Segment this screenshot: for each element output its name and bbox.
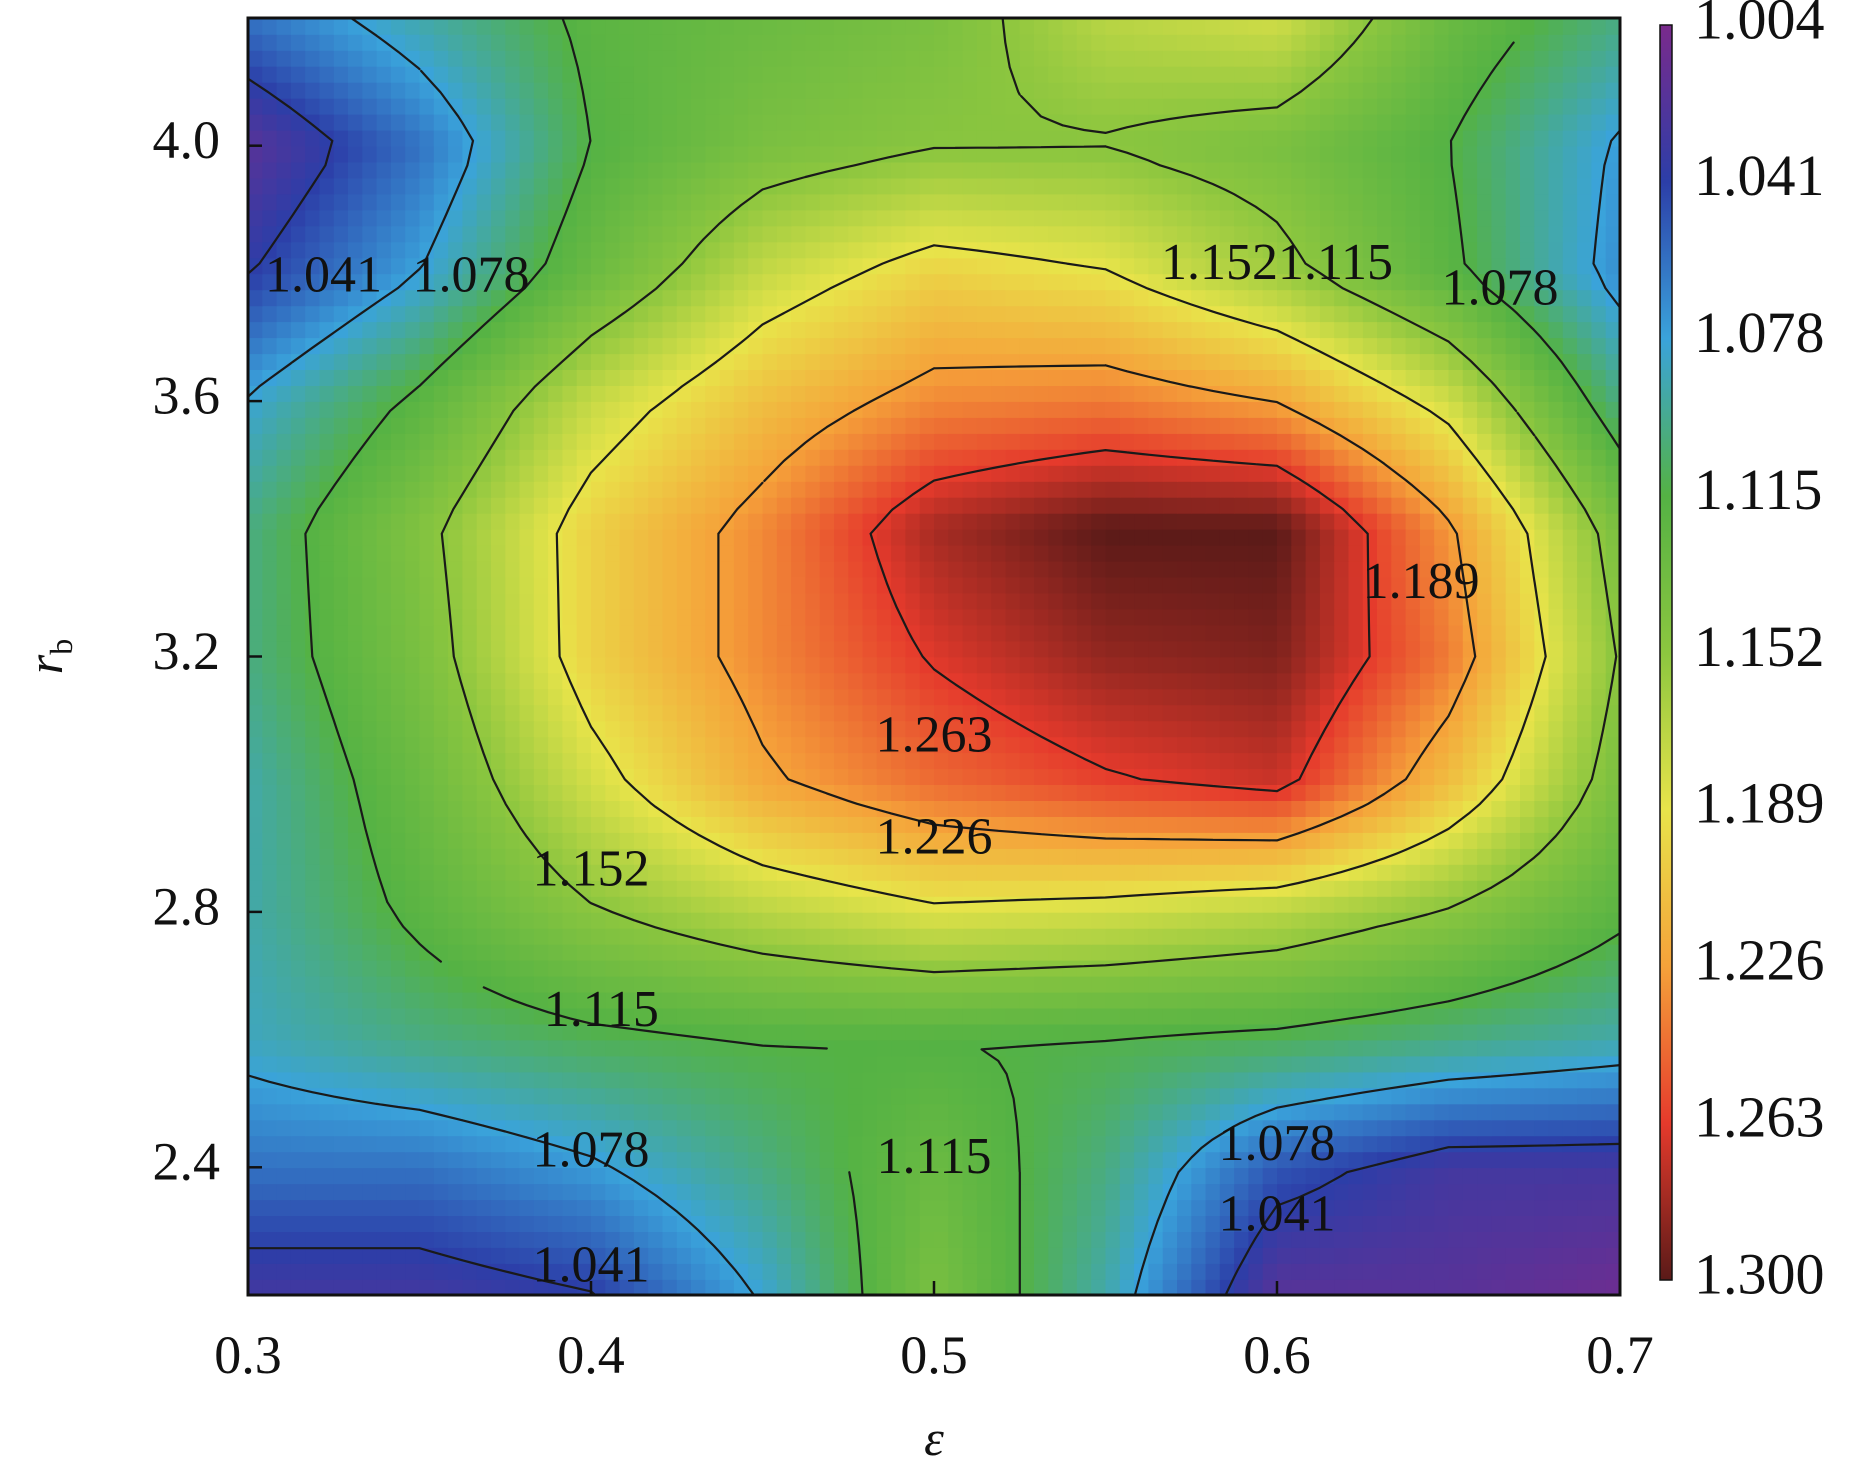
x-tick-label: 0.7 (1586, 1325, 1654, 1385)
x-tick-label: 0.3 (214, 1325, 282, 1385)
x-axis-label: ε (924, 1410, 944, 1462)
colorbar-tick-label: 1.078 (1694, 300, 1825, 365)
contour-label: 1.263 (876, 706, 993, 763)
colorbar-tick-label: 1.226 (1694, 928, 1825, 993)
contour-label: 1.078 (413, 247, 530, 304)
x-tick-label: 0.6 (1243, 1325, 1311, 1385)
colorbar-tick-label: 1.300 (1694, 1241, 1825, 1306)
colorbar-tick-label: 1.189 (1694, 771, 1825, 836)
x-tick-label: 0.5 (900, 1325, 968, 1385)
y-tick-label: 2.8 (153, 876, 221, 936)
contour-label: 1.189 (1363, 553, 1480, 610)
colorbar: 1.004 1.041 1.078 1.115 1.152 1.189 1.226 1.263… (1660, 0, 1825, 1306)
y-tick-label: 3.2 (153, 621, 221, 681)
y-tick-label: 4.0 (153, 110, 221, 170)
colorbar-tick-label: 1.152 (1694, 614, 1825, 679)
colorbar-gradient (1660, 25, 1672, 1280)
y-axis-label-main: r (17, 654, 73, 674)
contour-label: 1.041 (265, 247, 382, 304)
contour-label: 1.115 (544, 981, 659, 1038)
contour-label: 1.041 (1219, 1185, 1336, 1242)
contour-label: 1.078 (533, 1121, 650, 1178)
colorbar-tick-label: 1.041 (1694, 143, 1825, 208)
contour-label: 1.115 (876, 1128, 991, 1185)
contour-label: 1.078 (1219, 1115, 1336, 1172)
contour-label: 1.1521.115 (1161, 234, 1393, 291)
colorbar-tick-label: 1.115 (1694, 457, 1822, 522)
colorbar-ticks: 1.004 1.041 1.078 1.115 1.152 1.189 1.226 1.263… (1694, 0, 1825, 1306)
y-tick-label: 2.4 (153, 1132, 221, 1192)
contour-label: 1.152 (533, 841, 650, 898)
contour-label: 1.226 (876, 809, 993, 866)
y-axis-label-subscript: b (43, 639, 79, 655)
colorbar-tick-label: 1.004 (1694, 0, 1825, 51)
x-tick-label: 0.4 (557, 1325, 625, 1385)
y-tick-label: 3.6 (153, 365, 221, 425)
colorbar-tick-label: 1.263 (1694, 1084, 1825, 1149)
contour-label: 1.078 (1442, 260, 1559, 317)
y-axis-label: rb (17, 639, 79, 674)
